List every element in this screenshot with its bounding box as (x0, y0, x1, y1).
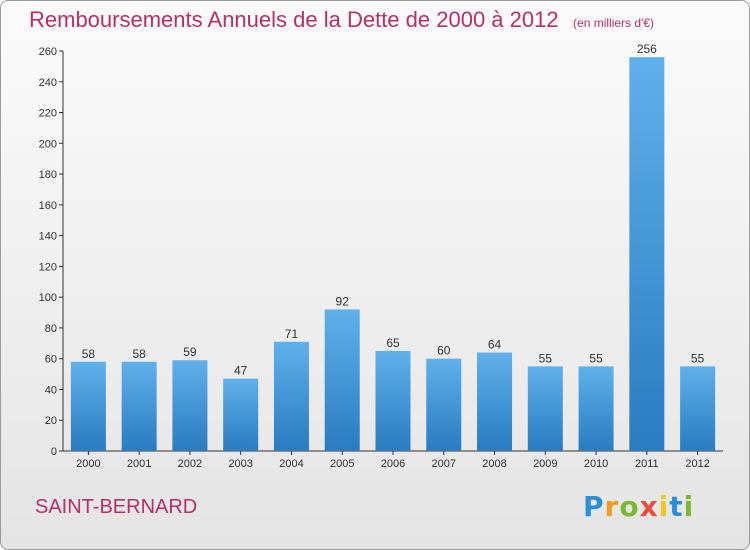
x-tick-label: 2002 (178, 458, 202, 470)
x-tick-label: 2005 (330, 458, 354, 470)
proxiti-logo: Proxiti (583, 490, 694, 523)
x-tick-label: 2007 (432, 458, 456, 470)
bar (324, 309, 360, 451)
bar (629, 57, 665, 452)
bars (70, 57, 716, 452)
x-tick-label: 2010 (584, 458, 608, 470)
value-label: 55 (539, 351, 553, 365)
bar (680, 366, 716, 451)
logo-letter: r (604, 490, 620, 523)
bar (172, 360, 208, 451)
bar (578, 366, 614, 451)
chart-subtitle: (en milliers d'€) (573, 16, 655, 30)
bar (426, 358, 462, 451)
y-tick-label: 100 (39, 292, 57, 304)
bar (121, 361, 157, 451)
chart-title: Remboursements Annuels de la Dette de 20… (29, 7, 559, 32)
value-label: 256 (637, 42, 657, 56)
y-tick-label: 0 (51, 446, 57, 458)
value-label: 65 (386, 336, 400, 350)
logo-letter: x (639, 490, 659, 523)
x-tick-label: 2006 (381, 458, 405, 470)
bar (375, 351, 411, 451)
bar (527, 366, 563, 451)
logo-letter: i (683, 490, 695, 523)
value-label: 58 (132, 347, 146, 361)
value-label: 47 (234, 364, 248, 378)
y-tick-label: 80 (45, 323, 57, 335)
x-tick-label: 2008 (482, 458, 506, 470)
y-tick-label: 40 (45, 384, 57, 396)
value-label: 55 (589, 351, 603, 365)
y-tick-label: 160 (39, 200, 57, 212)
x-tick-label: 2000 (76, 458, 100, 470)
y-tick-label: 120 (39, 261, 57, 273)
value-label: 60 (437, 344, 451, 358)
y-tick-label: 240 (39, 77, 57, 89)
labels: 2000 58 2001 58 2002 59 2003 47 2004 71 2005 92 2006… (76, 42, 710, 470)
y-tick-label: 180 (39, 169, 57, 181)
logo-letter: o (619, 490, 640, 523)
commune-name: SAINT-BERNARD (35, 496, 198, 518)
x-tick-label: 2012 (685, 458, 709, 470)
x-tick-label: 2001 (127, 458, 151, 470)
logo-letter: i (658, 490, 670, 523)
value-label: 71 (285, 327, 299, 341)
y-tick-label: 60 (45, 354, 57, 366)
y-tick-label: 20 (45, 415, 57, 427)
bar (70, 361, 106, 451)
value-label: 55 (691, 351, 705, 365)
x-tick-label: 2011 (635, 458, 659, 470)
logo-letter: P (583, 490, 605, 523)
y-tick-label: 200 (39, 138, 57, 150)
x-tick-label: 2004 (279, 458, 303, 470)
logo-letter: t (669, 490, 684, 523)
x-tick-label: 2003 (228, 458, 252, 470)
y-tick-label: 260 (39, 46, 57, 58)
value-label: 58 (82, 347, 96, 361)
chart-title-row: Remboursements Annuels de la Dette de 20… (29, 7, 654, 33)
bar (477, 352, 513, 451)
value-label: 64 (488, 338, 502, 352)
value-label: 92 (336, 294, 350, 308)
bar (223, 378, 259, 451)
value-label: 59 (183, 345, 197, 359)
y-tick-label: 140 (39, 231, 57, 243)
bar (273, 341, 309, 451)
y-tick-label: 220 (39, 108, 57, 120)
x-tick-label: 2009 (533, 458, 557, 470)
